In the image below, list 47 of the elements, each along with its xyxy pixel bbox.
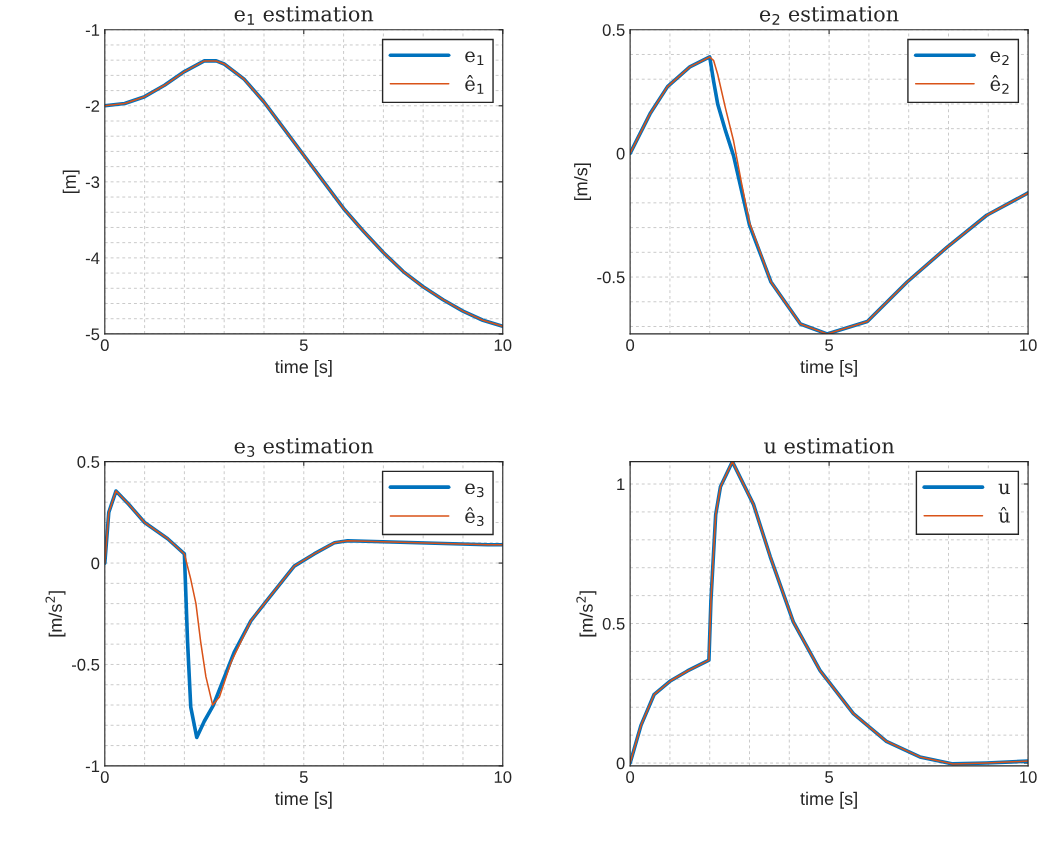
y-axis-title: [m/s$^{2}$] — [45, 591, 66, 637]
y-tick-label: 0.5 — [77, 456, 100, 468]
y-tick-label: -1 — [85, 760, 100, 772]
x-tick-label: 0 — [626, 339, 635, 352]
x-tick-label: 10 — [1020, 771, 1037, 783]
x-tick-label: 10 — [494, 771, 512, 783]
chart-title: e$_{3}$ estimation — [234, 437, 374, 457]
x-axis-title: time [s] — [800, 791, 857, 809]
y-tick-label: 0 — [616, 147, 625, 160]
x-tick-label: 5 — [299, 771, 308, 783]
x-tick-label: 5 — [299, 339, 308, 352]
legend-label: ê$_{3}$ — [465, 507, 484, 527]
chart-title: e$_{1}$ estimation — [234, 6, 374, 25]
x-tick-label: 10 — [1020, 339, 1037, 352]
y-tick-label: 0 — [616, 757, 625, 770]
x-tick-label: 10 — [494, 339, 512, 352]
y-tick-label: 1 — [617, 478, 625, 491]
y-tick-label: 0.5 — [602, 24, 625, 36]
legend-label: ê$_{2}$ — [990, 75, 1009, 94]
x-axis-title: time [s] — [800, 359, 857, 377]
chart-title: e$_{2}$ estimation — [759, 6, 899, 25]
x-axis-title: time [s] — [274, 791, 332, 809]
legend-label: û — [998, 506, 1010, 523]
y-tick-label: -5 — [85, 328, 100, 341]
legend-label: e$_{2}$ — [990, 51, 1009, 66]
x-tick-label: 0 — [100, 771, 109, 783]
y-tick-label: -4 — [85, 252, 100, 264]
legend-label: u — [998, 483, 1010, 495]
y-tick-label: -3 — [85, 176, 100, 189]
y-axis-title: [m/s$^{2}$] — [576, 591, 597, 637]
y-tick-label: -1 — [85, 24, 100, 36]
x-tick-label: 0 — [626, 771, 635, 783]
x-tick-label: 5 — [825, 771, 834, 783]
y-tick-label: 0 — [91, 557, 100, 570]
y-tick-label: 0.5 — [602, 617, 625, 630]
y-tick-label: -0.5 — [71, 658, 100, 671]
y-tick-label: -0.5 — [597, 271, 625, 284]
x-axis-title: time [s] — [274, 359, 332, 377]
legend-label: e$_{3}$ — [465, 483, 484, 498]
chart-title: u estimation — [764, 438, 895, 454]
legend-label: e$_{1}$ — [465, 51, 484, 66]
x-tick-label: 5 — [825, 339, 834, 352]
y-axis-title: [m/s] — [574, 163, 591, 201]
legend-label: ê$_{1}$ — [465, 75, 484, 94]
y-tick-label: -2 — [85, 100, 100, 112]
x-tick-label: 0 — [100, 339, 109, 352]
y-axis-title: [m] — [62, 170, 80, 194]
